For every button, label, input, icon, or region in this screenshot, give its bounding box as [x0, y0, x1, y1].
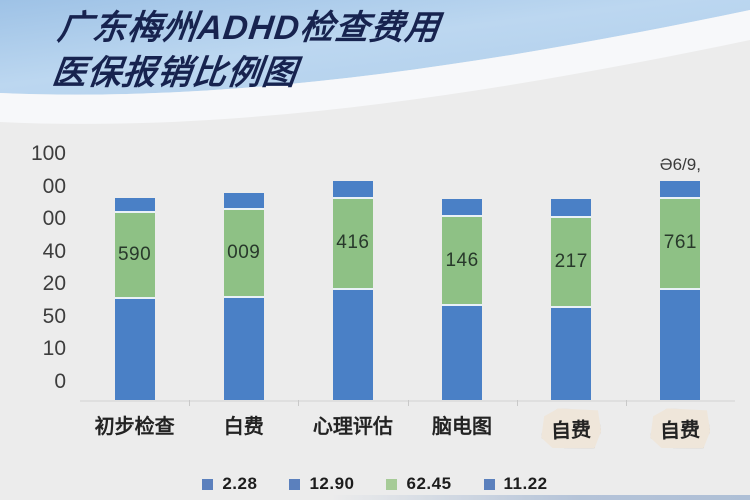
- bar-segment-bottom-blue: [551, 307, 592, 400]
- bar-segment-bottom-blue: [332, 289, 373, 400]
- y-axis-tick-label: 10: [42, 337, 66, 361]
- legend-item: 12.90: [289, 474, 354, 494]
- segment-gap: [442, 214, 483, 217]
- segment-gap: [660, 287, 701, 290]
- above-bar-label: Ə6/9,: [659, 155, 701, 175]
- bar-segment-top-blue: [332, 181, 373, 197]
- bar-segment-bottom-blue: [114, 299, 155, 400]
- bar-segment-top-blue: [223, 193, 264, 208]
- x-axis-tick: [516, 400, 518, 406]
- legend-label: 2.28: [222, 474, 258, 493]
- stacked-bar: 146: [442, 120, 483, 400]
- y-axis-tick-label: 20: [42, 272, 66, 296]
- bar-segment-top-blue: [114, 198, 155, 212]
- bar-value-label: 590: [117, 244, 152, 266]
- legend-swatch: [483, 478, 495, 490]
- category-label: 脑电图: [408, 408, 517, 441]
- legend: 2.28 12.90 62.45 11.22: [0, 472, 750, 496]
- segment-gap: [114, 297, 155, 300]
- stacked-bar: 009: [223, 120, 264, 400]
- bar-segment-top-blue: [551, 199, 592, 217]
- y-axis-tick-label: 40: [42, 239, 66, 263]
- segment-gap: [223, 296, 264, 298]
- bar-segment-bottom-blue: [442, 306, 483, 400]
- x-axis-tick: [189, 400, 191, 406]
- bar-segment-bottom-blue: [223, 298, 264, 400]
- legend-item: 2.28: [202, 474, 257, 494]
- y-axis-tick-label: 00: [42, 207, 66, 231]
- page-title-line2: 医保报销比例图: [49, 54, 300, 92]
- x-axis-tick: [407, 400, 409, 406]
- stacked-bar: 217: [551, 120, 592, 400]
- stacked-bar: 416: [332, 120, 373, 400]
- category-label-text: 初步检查: [94, 416, 175, 438]
- bar-segment-green: 146: [442, 216, 483, 305]
- bar-segment-bottom-blue: [660, 289, 701, 400]
- stacked-bar: 590: [114, 120, 155, 400]
- bar-segment-green: 416: [332, 198, 373, 288]
- y-axis-tick-label: 00: [42, 174, 66, 198]
- bar-segment-green: 217: [551, 218, 592, 306]
- x-axis-tick: [625, 400, 627, 406]
- y-axis-tick-label: 100: [30, 142, 66, 165]
- legend-swatch: [289, 478, 301, 490]
- category-label: 自费: [517, 408, 626, 449]
- y-axis: 100 00 00 40 20 50 10 0: [18, 142, 66, 394]
- bar-value-label: 761: [663, 232, 697, 254]
- legend-label: 11.22: [503, 474, 548, 493]
- category-label-text: 自费: [541, 407, 602, 450]
- y-axis-tick-label: 50: [42, 304, 66, 328]
- legend-swatch: [386, 478, 398, 490]
- segment-gap: [660, 196, 701, 199]
- page-title-line1: 广东梅州ADHD检查费用: [55, 9, 443, 47]
- x-axis-tick: [298, 400, 300, 406]
- segment-gap: [442, 304, 483, 307]
- bar-segment-green: 009: [223, 209, 264, 296]
- segment-gap: [114, 211, 155, 214]
- segment-gap: [223, 207, 264, 210]
- segment-gap: [332, 287, 373, 290]
- category-label: 自费: [626, 408, 735, 449]
- bar-value-label: 217: [554, 250, 588, 272]
- bar-segment-green: 590: [114, 213, 155, 298]
- category-label-text: 自费: [650, 407, 711, 450]
- bottom-edge-accent: [330, 495, 750, 500]
- category-label: 心理评估: [298, 408, 407, 441]
- page-title: 广东梅州ADHD检查费用 医保报销比例图: [49, 6, 442, 96]
- bar-segment-top-blue: [442, 199, 483, 215]
- category-label-text: 脑电图: [432, 416, 493, 438]
- bar-segment-top-blue: [660, 181, 701, 197]
- legend-label: 12.90: [309, 474, 355, 493]
- segment-gap: [551, 305, 592, 308]
- segment-gap: [332, 196, 373, 199]
- bar-segment-green: 761: [660, 198, 701, 288]
- plot-area: 590 009 416 146 217 Ə6/9, 761: [80, 120, 735, 406]
- legend-item: 11.22: [483, 474, 548, 494]
- bar-value-label: 416: [336, 232, 370, 254]
- category-label: 白费: [189, 408, 298, 441]
- bar-value-label: 009: [227, 241, 261, 263]
- category-label-text: 心理评估: [312, 416, 393, 438]
- legend-swatch: [202, 478, 214, 490]
- x-axis-labels: 初步检查 白费 心理评估 脑电图 自费 自费: [80, 408, 735, 448]
- y-axis-tick-label: 0: [54, 369, 66, 393]
- category-label: 初步检查: [80, 408, 189, 441]
- category-label-text: 白费: [223, 416, 264, 438]
- segment-gap: [551, 216, 592, 219]
- legend-item: 62.45: [386, 474, 451, 494]
- legend-label: 62.45: [406, 474, 452, 493]
- stacked-bar: Ə6/9, 761: [659, 120, 701, 400]
- bar-value-label: 146: [445, 249, 479, 271]
